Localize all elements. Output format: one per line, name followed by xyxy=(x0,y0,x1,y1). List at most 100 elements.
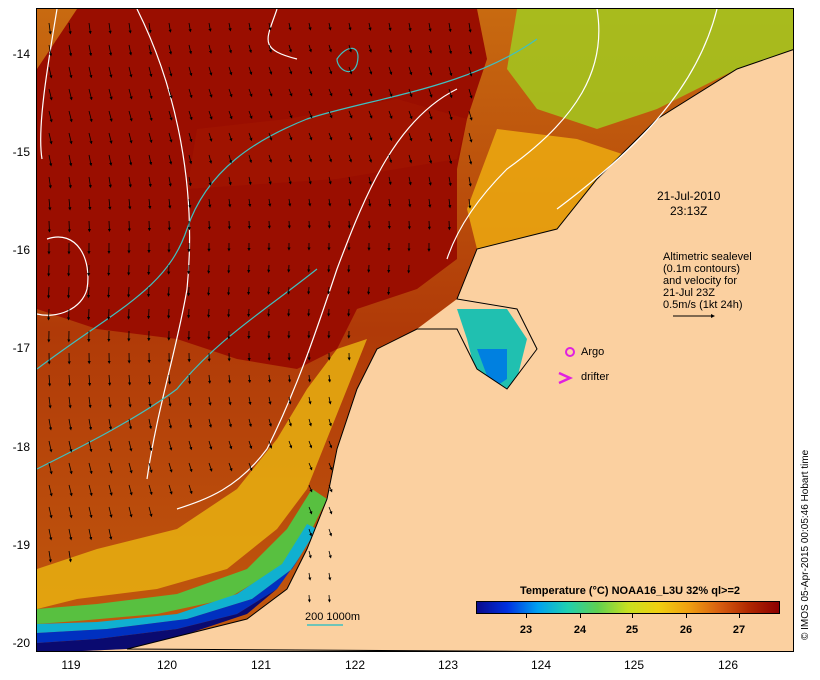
velocity-arrow xyxy=(148,44,153,56)
velocity-arrow xyxy=(368,44,372,53)
velocity-arrow xyxy=(328,572,332,581)
velocity-arrow xyxy=(348,88,353,97)
velocity-arrow xyxy=(328,154,332,163)
velocity-arrow xyxy=(148,176,152,188)
velocity-arrow xyxy=(408,88,413,98)
velocity-arrow xyxy=(248,88,253,98)
velocity-arrow xyxy=(308,462,313,471)
velocity-arrow xyxy=(168,462,173,473)
velocity-arrow xyxy=(68,66,73,79)
lat-label: -19 xyxy=(12,538,30,552)
colorbar xyxy=(476,601,780,614)
date-stamp: 21-Jul-2010 23:13Z xyxy=(657,189,720,219)
velocity-arrow xyxy=(248,154,253,164)
lon-label: 121 xyxy=(250,658,272,672)
velocity-arrow xyxy=(168,484,173,495)
velocity-arrow xyxy=(428,22,432,32)
velocity-arrow xyxy=(148,132,153,144)
velocity-arrow xyxy=(188,176,192,187)
velocity-arrow xyxy=(68,462,73,475)
velocity-arrow xyxy=(308,110,313,119)
velocity-arrow xyxy=(228,44,232,54)
velocity-arrow xyxy=(48,528,53,541)
velocity-arrow xyxy=(388,110,393,120)
velocity-arrow xyxy=(388,132,393,142)
velocity-arrow xyxy=(208,132,213,142)
velocity-arrow xyxy=(408,154,413,164)
velocity-arrows xyxy=(46,22,473,603)
velocity-arrow xyxy=(428,44,433,54)
velocity-arrow xyxy=(208,176,212,186)
velocity-arrow xyxy=(288,198,292,207)
velocity-arrow xyxy=(248,44,252,54)
velocity-arrow xyxy=(228,396,232,406)
sst-map[interactable]: 21-Jul-2010 23:13Z Altimetric sealevel (… xyxy=(36,8,794,652)
velocity-arrow xyxy=(128,176,132,188)
velocity-arrow xyxy=(228,462,233,472)
velocity-arrow xyxy=(88,462,93,475)
velocity-arrow xyxy=(108,484,113,496)
velocity-arrow xyxy=(448,176,452,187)
velocity-arrow xyxy=(408,132,413,142)
colorbar-tick xyxy=(739,614,740,618)
velocity-arrow xyxy=(268,22,272,31)
velocity-arrow xyxy=(88,110,93,123)
velocity-arrow xyxy=(88,66,93,79)
sealevel-contour xyxy=(267,9,298,60)
velocity-arrow xyxy=(448,198,452,209)
velocity-arrow xyxy=(448,88,453,99)
velocity-arrow xyxy=(128,66,133,78)
velocity-arrow xyxy=(128,506,133,518)
legend-line-2: (0.1m contours) xyxy=(663,263,741,275)
velocity-arrow xyxy=(307,374,312,383)
lon-label: 122 xyxy=(344,658,366,672)
velocity-arrow xyxy=(348,198,352,207)
velocity-arrow xyxy=(48,374,52,387)
velocity-arrow xyxy=(408,66,413,76)
velocity-arrow xyxy=(88,132,93,145)
velocity-arrow xyxy=(148,66,153,78)
velocity-arrow xyxy=(188,198,192,209)
velocity-arrow xyxy=(128,418,133,430)
velocity-arrow xyxy=(428,110,433,120)
velocity-arrow xyxy=(48,22,52,35)
velocity-arrow xyxy=(388,44,392,54)
velocity-arrow xyxy=(188,418,192,429)
velocity-arrow xyxy=(388,66,393,76)
velocity-arrow xyxy=(328,550,332,559)
velocity-arrow xyxy=(287,374,292,383)
velocity-arrow xyxy=(328,132,333,141)
velocity-arrow xyxy=(128,44,133,56)
velocity-arrow xyxy=(207,374,212,384)
velocity-arrow xyxy=(228,418,232,428)
velocity-arrow xyxy=(248,396,252,406)
velocity-arrow xyxy=(308,176,312,185)
lat-label: -16 xyxy=(12,243,30,257)
velocity-arrow xyxy=(368,132,373,141)
velocity-arrow xyxy=(168,66,173,77)
velocity-arrow xyxy=(208,462,213,472)
velocity-arrow xyxy=(68,528,73,541)
velocity-arrow xyxy=(48,484,53,497)
colorbar-tick xyxy=(686,614,687,618)
northeast-yellow-patch xyxy=(467,129,637,249)
velocity-arrow xyxy=(308,440,313,449)
velocity-arrow xyxy=(148,440,153,452)
warm-band xyxy=(187,99,467,189)
velocity-arrow xyxy=(308,572,312,581)
velocity-arrow xyxy=(268,88,273,97)
velocity-arrow xyxy=(368,88,373,97)
velocity-arrow xyxy=(368,22,372,31)
velocity-arrow xyxy=(48,154,53,167)
velocity-arrow xyxy=(268,418,272,427)
velocity-arrow xyxy=(108,44,113,56)
velocity-arrow xyxy=(168,22,172,33)
velocity-arrow xyxy=(88,506,93,519)
velocity-arrow xyxy=(68,176,72,189)
velocity-arrow xyxy=(228,132,233,142)
velocity-arrow xyxy=(368,66,373,75)
velocity-arrow xyxy=(228,440,233,450)
velocity-arrow xyxy=(248,418,252,428)
velocity-arrow xyxy=(268,198,272,207)
legend-line-4: 21-Jul 23Z xyxy=(663,287,715,299)
